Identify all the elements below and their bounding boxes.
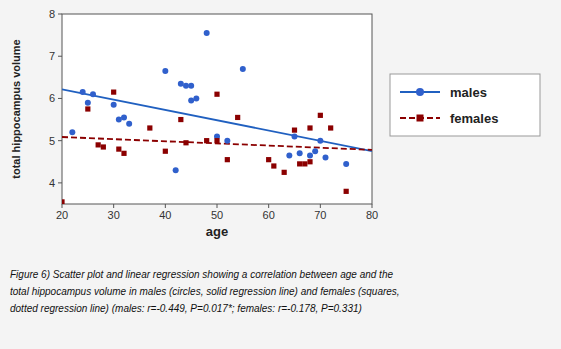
- point: [317, 138, 323, 144]
- point: [173, 167, 179, 173]
- y-tick: [58, 98, 62, 99]
- point: [214, 138, 219, 143]
- point: [224, 138, 230, 144]
- point: [69, 129, 75, 135]
- regression-line: [62, 89, 372, 151]
- point: [292, 128, 297, 133]
- x-axis-label: age: [206, 224, 228, 239]
- point: [178, 117, 183, 122]
- x-tick: [372, 204, 373, 208]
- x-tick: [165, 204, 166, 208]
- point: [302, 161, 307, 166]
- point: [178, 81, 184, 87]
- y-tick-label: 6: [49, 92, 55, 104]
- y-tick: [58, 56, 62, 57]
- y-tick: [58, 14, 62, 15]
- point: [204, 138, 209, 143]
- point: [85, 100, 91, 106]
- y-tick-label: 5: [49, 135, 55, 147]
- point: [116, 117, 122, 123]
- point: [266, 157, 271, 162]
- point: [90, 91, 96, 97]
- point: [344, 189, 349, 194]
- point: [343, 161, 349, 167]
- legend-marker: [416, 88, 424, 96]
- caption: total hippocampus volume in males (circl…: [10, 286, 400, 297]
- point: [111, 90, 116, 95]
- y-tick: [58, 182, 62, 183]
- plot-area: [62, 14, 372, 204]
- x-tick: [217, 204, 218, 208]
- x-tick: [320, 204, 321, 208]
- caption: dotted regression line) (males: r=-0.449…: [10, 303, 362, 314]
- point: [162, 68, 168, 74]
- legend-label: males: [450, 85, 487, 100]
- x-tick: [113, 204, 114, 208]
- point: [307, 152, 313, 158]
- point: [121, 114, 127, 120]
- point: [101, 144, 106, 149]
- point: [116, 147, 121, 152]
- legend-label: females: [450, 111, 498, 126]
- y-axis-label: total hippocampus volume: [10, 39, 22, 178]
- point: [111, 102, 117, 108]
- point: [126, 121, 132, 127]
- point: [121, 151, 126, 156]
- point: [312, 148, 318, 154]
- point: [188, 83, 194, 89]
- point: [282, 170, 287, 175]
- point: [62, 199, 65, 204]
- point: [147, 125, 152, 130]
- point: [235, 115, 240, 120]
- point: [307, 125, 312, 130]
- point: [323, 155, 329, 161]
- point: [204, 30, 210, 36]
- point: [328, 125, 333, 130]
- point: [307, 159, 312, 164]
- x-tick: [62, 204, 63, 208]
- point: [286, 152, 292, 158]
- marks: [62, 30, 372, 204]
- regression-line: [62, 137, 372, 150]
- y-tick-label: 8: [49, 8, 55, 20]
- point: [85, 106, 90, 111]
- x-tick: [268, 204, 269, 208]
- caption: Figure 6) Scatter plot and linear regres…: [10, 269, 393, 280]
- x-tick-label: 80: [366, 209, 378, 221]
- plot-frame: [62, 14, 372, 204]
- point: [183, 140, 188, 145]
- x-tick-label: 30: [108, 209, 120, 221]
- point: [225, 157, 230, 162]
- point: [271, 163, 276, 168]
- point: [297, 150, 303, 156]
- point: [188, 98, 194, 104]
- x-tick-label: 70: [314, 209, 326, 221]
- x-tick-label: 40: [159, 209, 171, 221]
- x-tick-label: 20: [56, 209, 68, 221]
- axes: 20 30 40 50 60 70 80 4 5 6 7 8: [49, 8, 378, 221]
- point: [80, 89, 86, 95]
- y-tick-label: 4: [49, 177, 55, 189]
- point: [193, 95, 199, 101]
- point: [96, 142, 101, 147]
- point: [240, 66, 246, 72]
- y-tick-label: 7: [49, 50, 55, 62]
- legend-marker: [417, 115, 424, 122]
- legend-box: [390, 74, 540, 136]
- point: [297, 161, 302, 166]
- point: [318, 113, 323, 118]
- point: [292, 133, 298, 139]
- chart: 20 30 40 50 60 70 80 4 5 6 7 8 age total hippocampus …: [0, 0, 561, 349]
- point: [214, 92, 219, 97]
- point: [163, 149, 168, 154]
- point: [183, 83, 189, 89]
- y-tick: [58, 140, 62, 141]
- legend: males females: [390, 74, 540, 136]
- x-tick-label: 50: [211, 209, 223, 221]
- x-tick-label: 60: [263, 209, 275, 221]
